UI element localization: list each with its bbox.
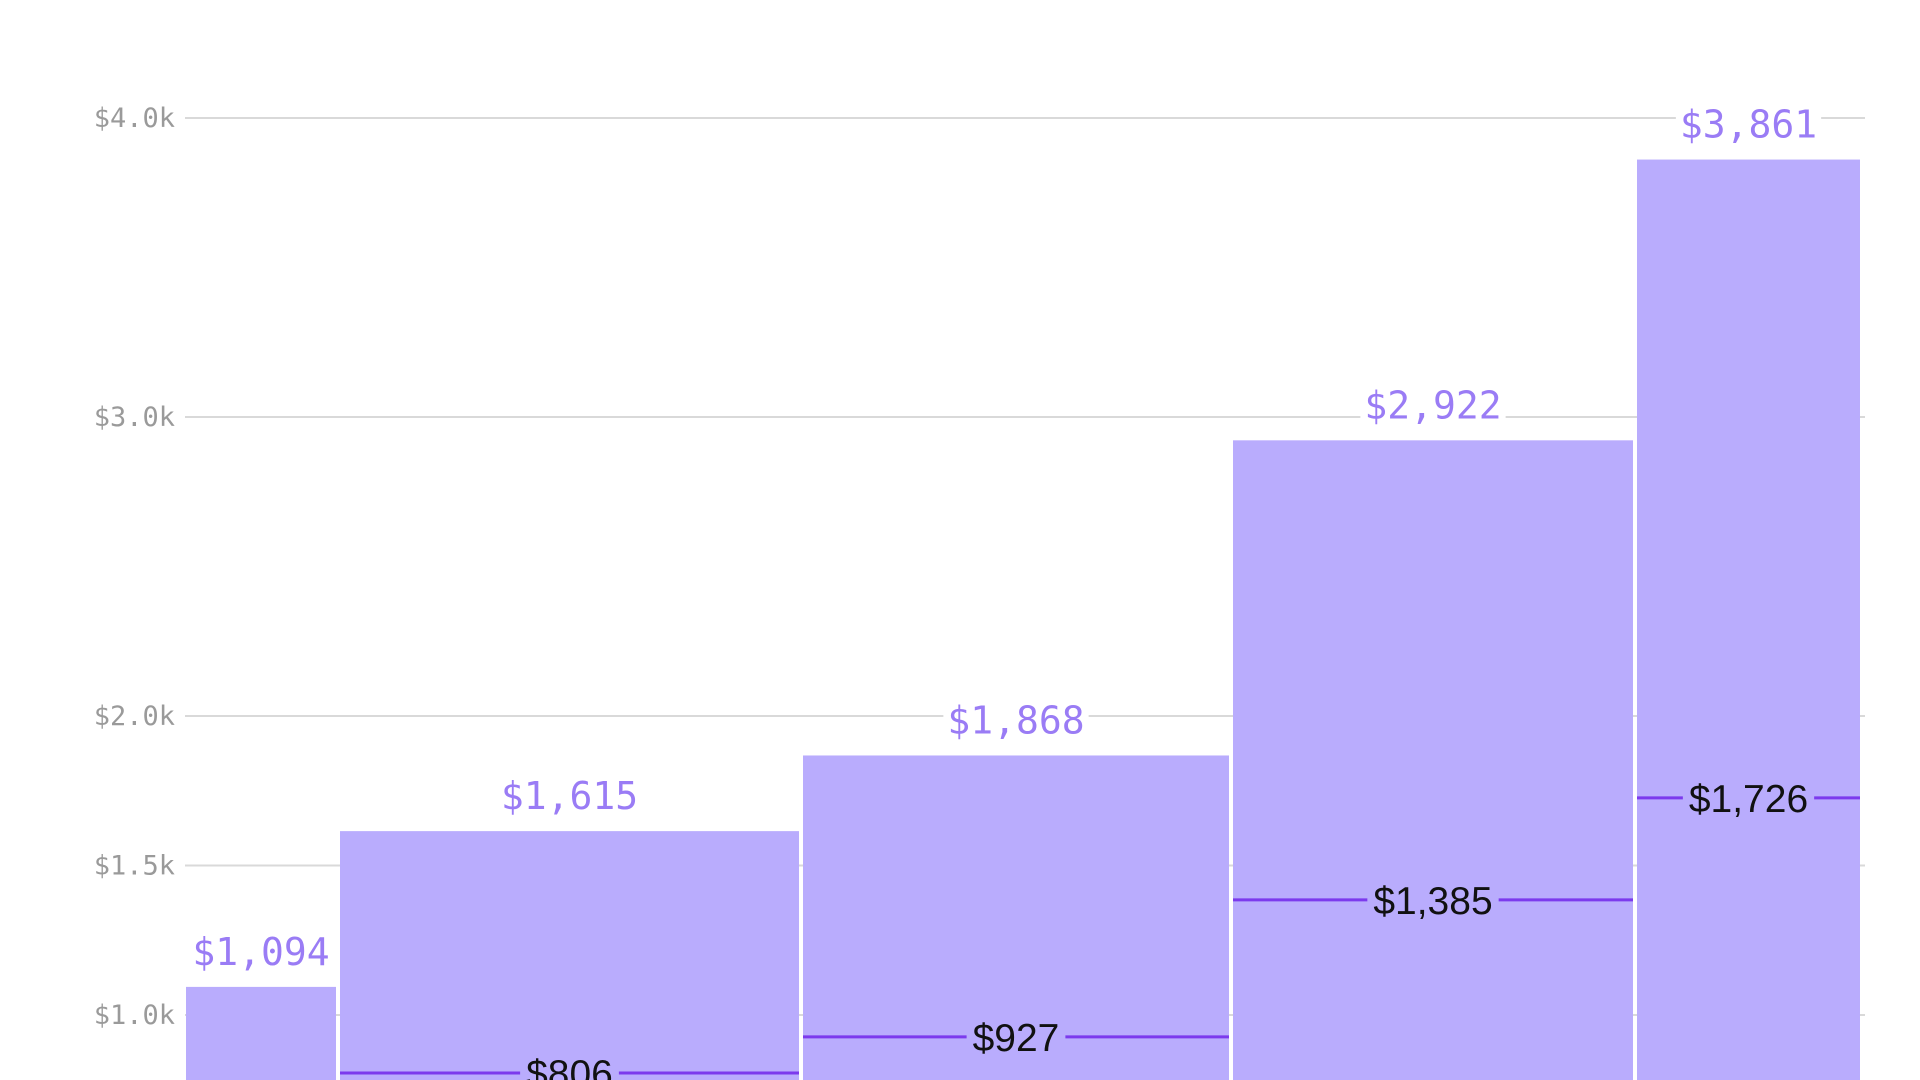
bar-value-label-backing [1675,102,1822,147]
y-axis: $1.0k $1.5k $2.0k $3.0k $4.0k [94,103,175,1031]
median-label-backing [1682,779,1815,819]
bar-value-label: $2,922 [1364,383,1501,427]
y-tick-label: $2.0k [94,701,175,732]
bar-value-label-backing [1360,383,1506,428]
median-markers: $806 $927 $1,385 $1,726 [340,778,1860,1080]
bar-value-label: $1,615 [501,774,638,818]
median-label: $1,385 [1373,880,1492,923]
median-label: $806 [526,1053,613,1080]
bars [186,159,1860,1080]
bar-value-label-backing [943,698,1089,743]
bar-value-label: $1,094 [192,930,329,974]
median-label-backing [520,1055,619,1080]
y-tick-label: $4.0k [94,103,175,134]
bar [1233,440,1633,1080]
bar-value-label-backing [496,774,643,819]
median-label-backing [966,1018,1066,1058]
bar-value-labels: $1,094 $1,615 $1,868 $2,922 $3,861 [188,102,1822,974]
bar [186,986,336,1080]
bar-value-label-backing [188,929,334,974]
bar-value-label: $1,868 [947,698,1084,742]
y-tick-label: $1.5k [94,851,175,882]
median-label-backing [1367,881,1499,921]
bar [1637,159,1860,1080]
bar-value-label: $3,861 [1680,103,1817,147]
y-tick-label: $1.0k [94,1000,175,1031]
bar [340,831,799,1080]
y-tick-label: $3.0k [94,402,175,433]
median-label: $927 [973,1017,1060,1060]
median-label: $1,726 [1689,778,1808,821]
